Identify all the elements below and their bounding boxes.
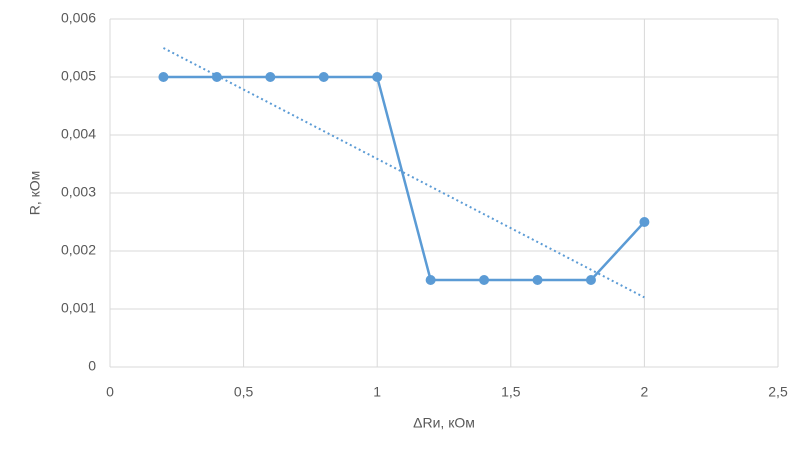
- x-tick-label: 1: [373, 384, 381, 400]
- y-tick-label: 0,006: [61, 10, 96, 26]
- data-point: [211, 72, 222, 82]
- y-tick-label: 0,002: [61, 242, 96, 258]
- y-tick-label: 0,003: [61, 184, 96, 200]
- trendline: [162, 47, 645, 299]
- y-tick-label: 0,001: [61, 300, 96, 316]
- series-line: [163, 75, 646, 282]
- data-point: [585, 275, 596, 285]
- x-axis-label: ΔRи, кОм: [413, 415, 475, 431]
- y-tick-label: 0,004: [61, 126, 96, 142]
- data-point: [372, 72, 383, 82]
- data-point: [318, 72, 329, 82]
- data-point: [425, 275, 436, 285]
- x-tick-label: 1,5: [501, 384, 521, 400]
- data-point: [479, 275, 490, 285]
- data-point: [265, 72, 276, 82]
- x-tick-label: 0,5: [234, 384, 254, 400]
- y-tick-label: 0: [88, 358, 96, 374]
- x-tick-label: 0: [106, 384, 114, 400]
- data-point: [158, 72, 169, 82]
- x-tick-label: 2,5: [768, 384, 788, 400]
- data-point: [639, 217, 650, 227]
- y-axis-label: R, кОм: [27, 171, 43, 216]
- data-point: [532, 275, 543, 285]
- y-tick-label: 0,005: [61, 68, 96, 84]
- x-tick-label: 2: [641, 384, 649, 400]
